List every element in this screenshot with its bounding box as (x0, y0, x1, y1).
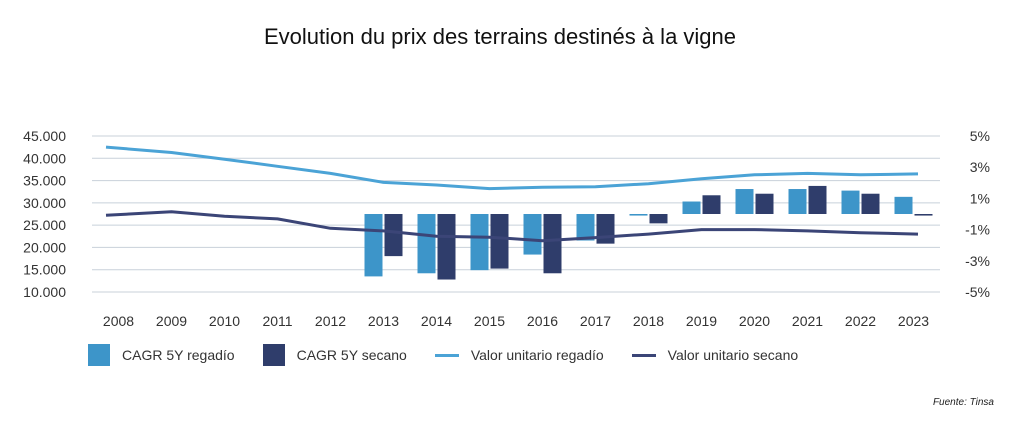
legend-swatch-secano-bar (262, 344, 285, 366)
left-axis-tick-label: 20.000 (23, 239, 66, 255)
legend-swatch-regadio-line (434, 353, 459, 357)
bar (682, 201, 701, 214)
right-axis-tick-label: -1% (965, 222, 990, 238)
bar (576, 214, 595, 241)
right-axis-tick-label: 5% (970, 128, 990, 144)
x-axis-tick-label: 2020 (739, 313, 770, 329)
bar (437, 214, 456, 280)
series-line (105, 145, 919, 191)
source-note: Fuente: Tinsa (932, 397, 994, 408)
right-axis-tick-label: 1% (970, 190, 990, 206)
x-axis-tick-label: 2011 (262, 313, 292, 329)
bar (841, 190, 860, 214)
bar (861, 193, 880, 214)
x-axis-tick-label: 2018 (633, 313, 664, 329)
x-axis-tick-label: 2017 (580, 313, 611, 329)
x-axis-ticks: 2008 2009 2010 2011 2012 2013 2014 2015 2016 2017… (103, 313, 929, 329)
legend-swatch-regadio-bar (88, 344, 110, 366)
legend-swatch-secano-line (631, 353, 656, 357)
bar (384, 214, 403, 257)
bar (755, 193, 774, 214)
bar (702, 195, 721, 214)
right-axis-ticks: 5% 3% 1% -1% -3% -5% (965, 128, 990, 300)
left-axis-ticks: 10.000 15.000 20.000 25.000 30.000 35.000 40.0… (23, 128, 66, 300)
bar (649, 214, 668, 224)
bar-series (364, 185, 933, 280)
x-axis-tick-label: 2014 (421, 313, 452, 329)
legend-label: Valor unitario regadío (470, 347, 604, 363)
chart-title: Evolution du prix des terrains destinés … (263, 24, 737, 49)
bar (894, 196, 913, 214)
x-axis-tick-label: 2009 (156, 313, 187, 329)
x-axis-tick-label: 2012 (315, 313, 346, 329)
x-axis-tick-label: 2015 (474, 313, 505, 329)
left-axis-tick-label: 25.000 (23, 217, 66, 233)
x-axis-tick-label: 2019 (686, 313, 717, 329)
left-axis-tick-label: 15.000 (23, 262, 66, 278)
left-axis-tick-label: 30.000 (23, 195, 66, 211)
x-axis-tick-label: 2022 (845, 313, 876, 329)
bar (629, 214, 648, 216)
x-axis-tick-label: 2010 (209, 313, 240, 329)
left-axis-tick-label: 40.000 (23, 150, 66, 166)
series-line (105, 210, 919, 243)
right-axis-tick-label: -5% (965, 284, 990, 300)
right-axis-tick-label: -3% (965, 253, 990, 269)
bar (523, 214, 542, 255)
legend-item-secano-bar: CAGR 5Y secano (262, 344, 407, 366)
bar (417, 214, 436, 274)
legend-item-regadio-bar: CAGR 5Y regadío (88, 344, 235, 366)
line-series (105, 145, 919, 243)
bar (364, 214, 383, 277)
bar (596, 214, 615, 244)
bar (808, 185, 827, 214)
x-axis-tick-label: 2016 (527, 313, 558, 329)
bar (490, 214, 509, 269)
x-axis-tick-label: 2013 (368, 313, 399, 329)
bar (470, 214, 489, 271)
bar (914, 214, 933, 216)
legend-label: CAGR 5Y secano (296, 347, 407, 363)
left-axis-tick-label: 45.000 (23, 128, 66, 144)
legend-label: Valor unitario secano (667, 347, 799, 363)
x-axis-tick-label: 2021 (792, 313, 823, 329)
legend-label: CAGR 5Y regadío (122, 347, 235, 363)
bar (735, 189, 754, 214)
right-axis-tick-label: 3% (970, 159, 990, 175)
bar (543, 214, 562, 274)
legend-item-secano-line: Valor unitario secano (631, 347, 799, 363)
x-axis-tick-label: 2023 (898, 313, 929, 329)
left-axis-tick-label: 10.000 (23, 284, 66, 300)
x-axis-tick-label: 2008 (103, 313, 134, 329)
left-axis-tick-label: 35.000 (23, 173, 66, 189)
legend: CAGR 5Y regadío CAGR 5Y secano Valor uni… (88, 344, 826, 366)
bar (788, 189, 807, 214)
legend-item-regadio-line: Valor unitario regadío (434, 347, 604, 363)
gridlines (92, 135, 940, 293)
